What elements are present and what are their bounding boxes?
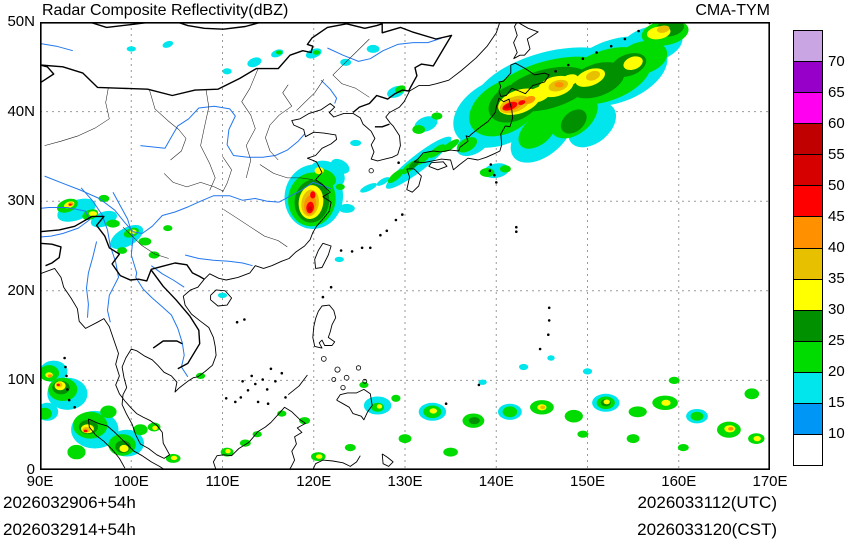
colorbar-segment	[794, 186, 822, 218]
colorbar-tick-label: 25	[828, 332, 845, 349]
map-canvas	[40, 22, 770, 470]
colorbar-segment	[794, 403, 822, 436]
colorbar-tick-label: 35	[828, 270, 845, 287]
valid-time-cst: 2026033120(CST)	[637, 520, 777, 539]
model-name-label: CMA-TYM	[695, 2, 770, 19]
colorbar-segment	[794, 155, 822, 187]
valid-time-utc: 2026033112(UTC)	[637, 493, 777, 512]
colorbar-tick-label: 30	[828, 301, 845, 318]
reflectivity-echo-layer	[40, 22, 765, 463]
init-time-cst: 2026032914+54h	[3, 520, 136, 539]
colorbar-segment	[794, 279, 822, 311]
colorbar-segment	[794, 372, 822, 404]
colorbar-tick-label: 40	[828, 239, 845, 256]
x-axis-tick-label: 100E	[113, 473, 149, 490]
y-axis-tick-label: 20N	[7, 281, 35, 299]
colorbar-tick-label: 15	[828, 394, 845, 411]
y-axis-tick-label: 40N	[7, 102, 35, 120]
colorbar-segment	[794, 217, 822, 249]
colorbar-segment	[794, 31, 822, 63]
y-axis-tick-label: 0	[26, 461, 35, 478]
colorbar-segment	[794, 248, 822, 280]
x-axis-tick-label: 170E	[752, 473, 788, 490]
x-axis-tick-label: 120E	[296, 473, 332, 490]
colorbar	[793, 30, 823, 466]
x-axis-tick-label: 110E	[205, 473, 240, 490]
colorbar-tick-label: 60	[828, 115, 845, 132]
colorbar-segment	[794, 124, 822, 156]
plot-frame	[40, 22, 770, 470]
y-axis-tick-label: 30N	[7, 192, 35, 210]
coastline-border-layer	[40, 22, 651, 470]
colorbar-tick-label: 65	[828, 84, 845, 101]
colorbar-tick-label: 70	[828, 53, 845, 70]
x-axis-tick-label: 90E	[26, 473, 54, 490]
x-axis-tick-label: 140E	[478, 473, 514, 490]
graticule-layer	[40, 22, 770, 470]
colorbar-segment	[794, 62, 822, 94]
colorbar-tick-label: 20	[828, 363, 845, 380]
x-axis-tick-label: 130E	[387, 473, 423, 490]
colorbar-tick-label: 50	[828, 177, 845, 194]
x-axis-tick-label: 150E	[569, 473, 606, 490]
colorbar-segment	[794, 435, 822, 466]
x-axis-tick-label: 160E	[661, 473, 697, 490]
colorbar-segment	[794, 341, 822, 373]
colorbar-segment	[794, 310, 822, 342]
colorbar-segment	[794, 93, 822, 125]
colorbar-tick-label: 45	[828, 208, 845, 225]
colorbar-tick-label: 55	[828, 146, 845, 163]
page-title: Radar Composite Reflectivity(dBZ)	[42, 2, 289, 19]
y-axis-tick-label: 50N	[7, 13, 35, 30]
colorbar-tick-label: 10	[828, 425, 845, 442]
init-time-utc: 2026032906+54h	[3, 493, 136, 512]
y-axis-tick-label: 10N	[7, 371, 35, 389]
